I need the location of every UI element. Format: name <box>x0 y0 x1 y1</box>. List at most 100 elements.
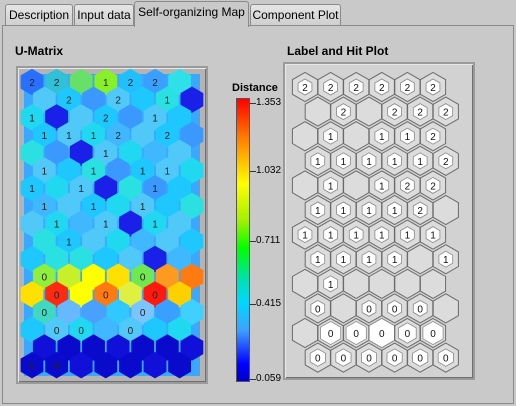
umatrix-cell <box>69 175 93 202</box>
umatrix-cell <box>82 121 105 149</box>
hitplot-hit-marker <box>345 320 367 346</box>
hitplot-cell <box>419 268 447 299</box>
hitplot-hit-marker <box>297 226 313 244</box>
umatrix-cell <box>57 228 81 255</box>
umatrix-cell <box>180 263 204 290</box>
umatrix-cell-label: 0 <box>152 290 158 301</box>
hitplot-hit-marker <box>323 176 338 194</box>
hitplot-hit-marker <box>361 348 377 367</box>
umatrix-cell <box>131 263 155 290</box>
hitplot-cell-label: 1 <box>379 132 385 143</box>
hitplot-cell-label: 0 <box>315 354 321 365</box>
tab-self-organizing-map[interactable]: Self-organizing Map <box>134 1 249 27</box>
hitplot-cell-label: 0 <box>315 304 321 315</box>
umatrix-title: U-Matrix <box>15 44 64 58</box>
hitplot-hit-marker <box>412 348 429 367</box>
umatrix-cell <box>20 281 44 308</box>
hitplot-cell-label: 2 <box>430 83 436 94</box>
hitplot-hit-marker <box>400 176 415 194</box>
umatrix-cell <box>180 157 204 184</box>
tab-input-data[interactable]: Input data <box>74 4 134 25</box>
tab-component-plot[interactable]: Component Plot <box>250 4 341 25</box>
distance-legend-title: Distance <box>232 82 278 94</box>
umatrix-cell <box>57 121 81 149</box>
umatrix-cell <box>69 139 93 166</box>
umatrix-cell-label: 2 <box>54 78 60 89</box>
hitplot-cell-label: 0 <box>341 354 347 365</box>
hitplot-hit-marker <box>336 201 351 219</box>
umatrix-cell <box>57 298 81 326</box>
umatrix-cell <box>131 86 155 113</box>
umatrix-cell-label: 0 <box>103 290 109 301</box>
hitplot-cell <box>355 96 383 127</box>
umatrix-cell <box>94 245 118 273</box>
umatrix-cell <box>119 139 142 166</box>
umatrix-cell <box>143 139 167 166</box>
umatrix-cell <box>168 281 191 308</box>
hitplot-cell-label: 2 <box>417 206 423 217</box>
hitplot-cell-label: 0 <box>353 329 359 340</box>
hitplot-grid: 2 2 2 2 2 2 2 2 2 2 1 1 1 2 1 1 1 1 1 2 1 1 2 2 1 1 1 1 2 1 1 1 1 1 1 1 1 1 1 1… <box>291 71 459 373</box>
umatrix-cell <box>82 263 105 290</box>
hitplot-hit-marker <box>361 299 377 317</box>
hitplot-hit-marker <box>310 250 326 268</box>
umatrix-cell <box>106 157 130 184</box>
hitplot-cell <box>291 317 319 349</box>
hitplot-hit-marker <box>336 103 351 121</box>
umatrix-cell <box>168 245 191 273</box>
hitplot-hit-marker <box>320 320 342 346</box>
hitplot-hit-marker <box>400 226 415 244</box>
umatrix-cell <box>32 192 56 220</box>
umatrix-cell <box>69 245 93 273</box>
umatrix-cell <box>45 316 68 343</box>
hitplot-cell-label: 2 <box>417 108 423 119</box>
umatrix-cell <box>69 352 93 379</box>
hitplot-hit-marker <box>387 250 402 268</box>
umatrix-cell <box>168 352 191 379</box>
umatrix-cell <box>94 316 118 343</box>
hitplot-cell-label: 1 <box>315 157 321 168</box>
umatrix-cell <box>119 281 142 308</box>
hitplot-cell-label: 1 <box>379 181 385 192</box>
umatrix-cell <box>57 157 81 184</box>
hitplot-cell-label: 1 <box>405 231 411 242</box>
umatrix-cell <box>143 352 167 379</box>
hitplot-hit-marker <box>425 78 441 96</box>
umatrix-cell <box>69 210 93 237</box>
hitplot-cell-label: 2 <box>430 132 436 143</box>
hitplot-cell <box>343 121 370 152</box>
umatrix-cell <box>168 68 191 96</box>
umatrix-cell <box>180 192 204 220</box>
umatrix-cell <box>119 316 142 343</box>
umatrix-cell <box>32 86 56 113</box>
hitplot-cell-label: 2 <box>392 108 398 119</box>
umatrix-cell <box>180 121 204 149</box>
umatrix-cell-label: 1 <box>42 131 48 142</box>
hitplot-cell-label: 2 <box>353 83 359 94</box>
umatrix-cell <box>45 210 68 237</box>
hitplot-cell-label: 0 <box>443 354 449 365</box>
hitplot-cell-label: 0 <box>392 354 398 365</box>
umatrix-cell <box>32 121 56 149</box>
tab-description[interactable]: Description <box>5 4 73 25</box>
umatrix-cell-label: 1 <box>103 220 109 231</box>
hitplot-cell <box>368 268 395 299</box>
umatrix-cell <box>32 157 56 184</box>
umatrix-cell-label: 1 <box>103 78 109 89</box>
colorbar-tick <box>250 171 256 172</box>
hitplot-cell-label: 2 <box>430 181 436 192</box>
umatrix-cell-label: 2 <box>115 96 121 107</box>
hitplot-cell-label: 1 <box>405 132 411 143</box>
hitplot-hit-marker <box>361 152 377 170</box>
hitplot-hit-marker <box>425 127 441 145</box>
tab-bar: Description Input data Self-organizing M… <box>0 0 516 27</box>
umatrix-cell <box>106 121 130 149</box>
colorbar-tick-label: 0.711 <box>256 235 281 246</box>
umatrix-cell <box>119 68 142 96</box>
umatrix-cell <box>119 175 142 202</box>
hitplot-cell-label: 2 <box>443 108 449 119</box>
hitplot-hit-marker <box>422 320 444 346</box>
umatrix-cell <box>57 86 81 113</box>
umatrix-cell <box>180 228 204 255</box>
